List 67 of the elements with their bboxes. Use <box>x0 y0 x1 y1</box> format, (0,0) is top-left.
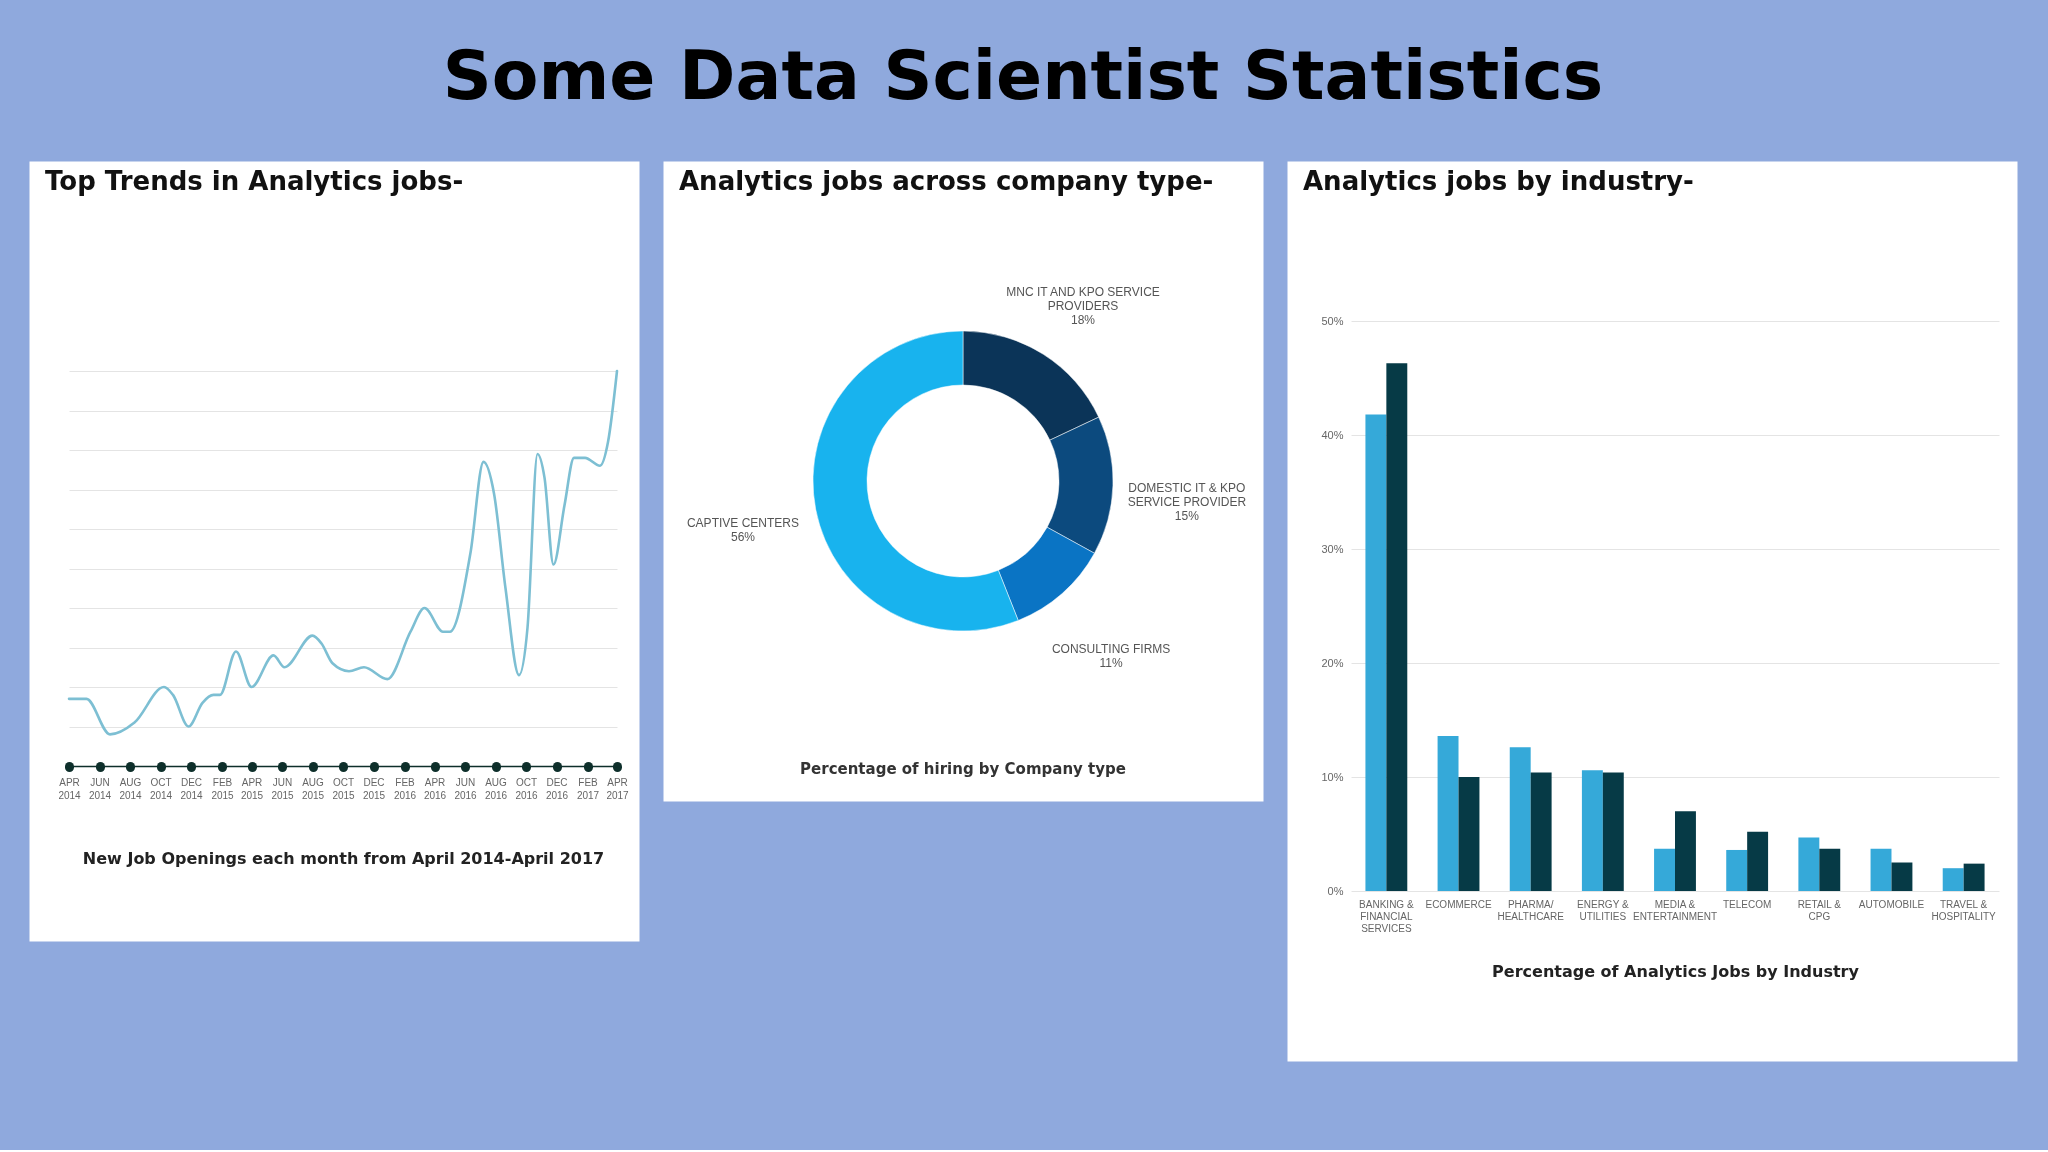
data-label: 18% <box>1071 312 1096 327</box>
x-tick-label: ENERGY & UTILITIES <box>1577 898 1629 922</box>
slice-label: CAPTIVE CENTERS <box>686 515 799 530</box>
bar <box>1675 811 1696 891</box>
data-label: 15% <box>1174 509 1200 524</box>
bar <box>1726 849 1748 891</box>
bar <box>1963 863 1985 891</box>
bar <box>1819 848 1841 891</box>
x-tick-label: APR 2015 <box>240 776 264 801</box>
x-tick-label: OCT 2016 <box>515 776 539 801</box>
y-tick-label: 10% <box>1321 770 1344 783</box>
y-tick-label: 0% <box>1327 884 1344 897</box>
x-axis-title: Percentage of Analytics Jobs by Industry <box>1492 961 1860 981</box>
x-tick-label: OCT 2015 <box>332 776 356 801</box>
x-tick-label: DEC 2014 <box>180 776 204 801</box>
x-tick-label: AUG 2014 <box>119 776 143 801</box>
x-tick-label: JUN 2014 <box>88 776 112 801</box>
text: Some Data Scientist Statistics <box>442 35 1604 115</box>
bar <box>1654 848 1675 891</box>
bar <box>1458 777 1480 891</box>
x-tick-label: JUN 2015 <box>271 776 295 801</box>
x-tick-label: FEB 2016 <box>393 776 417 801</box>
bar <box>1942 868 1964 891</box>
bar <box>1530 772 1552 891</box>
bar <box>1581 770 1603 891</box>
bar <box>1870 848 1892 891</box>
x-tick-label: APR 2016 <box>423 776 447 801</box>
y-tick-label: 50% <box>1321 314 1344 327</box>
chart-title: Analytics jobs by industry- <box>1303 166 1694 196</box>
bar <box>1365 414 1387 891</box>
x-tick-label: TRAVEL & HOSPITALITY <box>1931 898 1997 922</box>
x-tick-label: BANKING & FINANCIAL SERVICES <box>1359 898 1414 934</box>
x-tick-label: APR 2014 <box>58 776 82 801</box>
bar <box>1386 363 1408 891</box>
bar <box>1509 747 1531 891</box>
x-tick-label: OCT 2014 <box>149 776 173 801</box>
data-label: 11% <box>1099 656 1124 671</box>
bar <box>1891 862 1913 891</box>
x-axis-title: New Job Openings each month from April 2014-April 2017 <box>82 848 605 868</box>
x-tick-label: DEC 2016 <box>545 776 569 801</box>
x-tick-label: JUN 2016 <box>454 776 478 801</box>
x-tick-label: TELECOM <box>1722 898 1772 910</box>
bar <box>1602 772 1624 891</box>
y-tick-label: 30% <box>1321 542 1344 555</box>
x-tick-label: PHARMA/ HEALTHCARE <box>1497 898 1565 922</box>
slice-label: MNC IT AND KPO SERVICE PROVIDERS <box>1006 284 1160 313</box>
text: Percentage of hiring by Company type <box>800 760 1126 778</box>
x-tick-label: APR 2017 <box>606 776 630 801</box>
x-tick-label: AUG 2016 <box>484 776 508 801</box>
data-label: 56% <box>730 529 756 544</box>
x-tick-label: DEC 2015 <box>362 776 386 801</box>
x-tick-label: RETAIL & CPG <box>1797 898 1842 922</box>
y-tick-label: 40% <box>1321 428 1344 441</box>
bar <box>1437 735 1459 891</box>
x-tick-label: ECOMMERCE <box>1425 898 1492 910</box>
slice-label: CONSULTING FIRMS <box>1051 642 1171 657</box>
x-tick-label: FEB 2015 <box>211 776 235 801</box>
slice-label: DOMESTIC IT & KPO SERVICE PROVIDER <box>1127 481 1247 510</box>
chart-title: Analytics jobs across company type- <box>679 166 1214 196</box>
x-tick-label: MEDIA & ENTERTAINMENT <box>1632 898 1718 922</box>
bar <box>1798 837 1820 891</box>
x-tick-label: AUG 2015 <box>301 776 325 801</box>
y-tick-label: 20% <box>1321 656 1344 669</box>
x-tick-label: FEB 2017 <box>576 776 600 801</box>
chart-title: Top Trends in Analytics jobs- <box>45 166 464 196</box>
bar <box>1747 831 1769 891</box>
x-tick-label: AUTOMOBILE <box>1858 898 1925 910</box>
